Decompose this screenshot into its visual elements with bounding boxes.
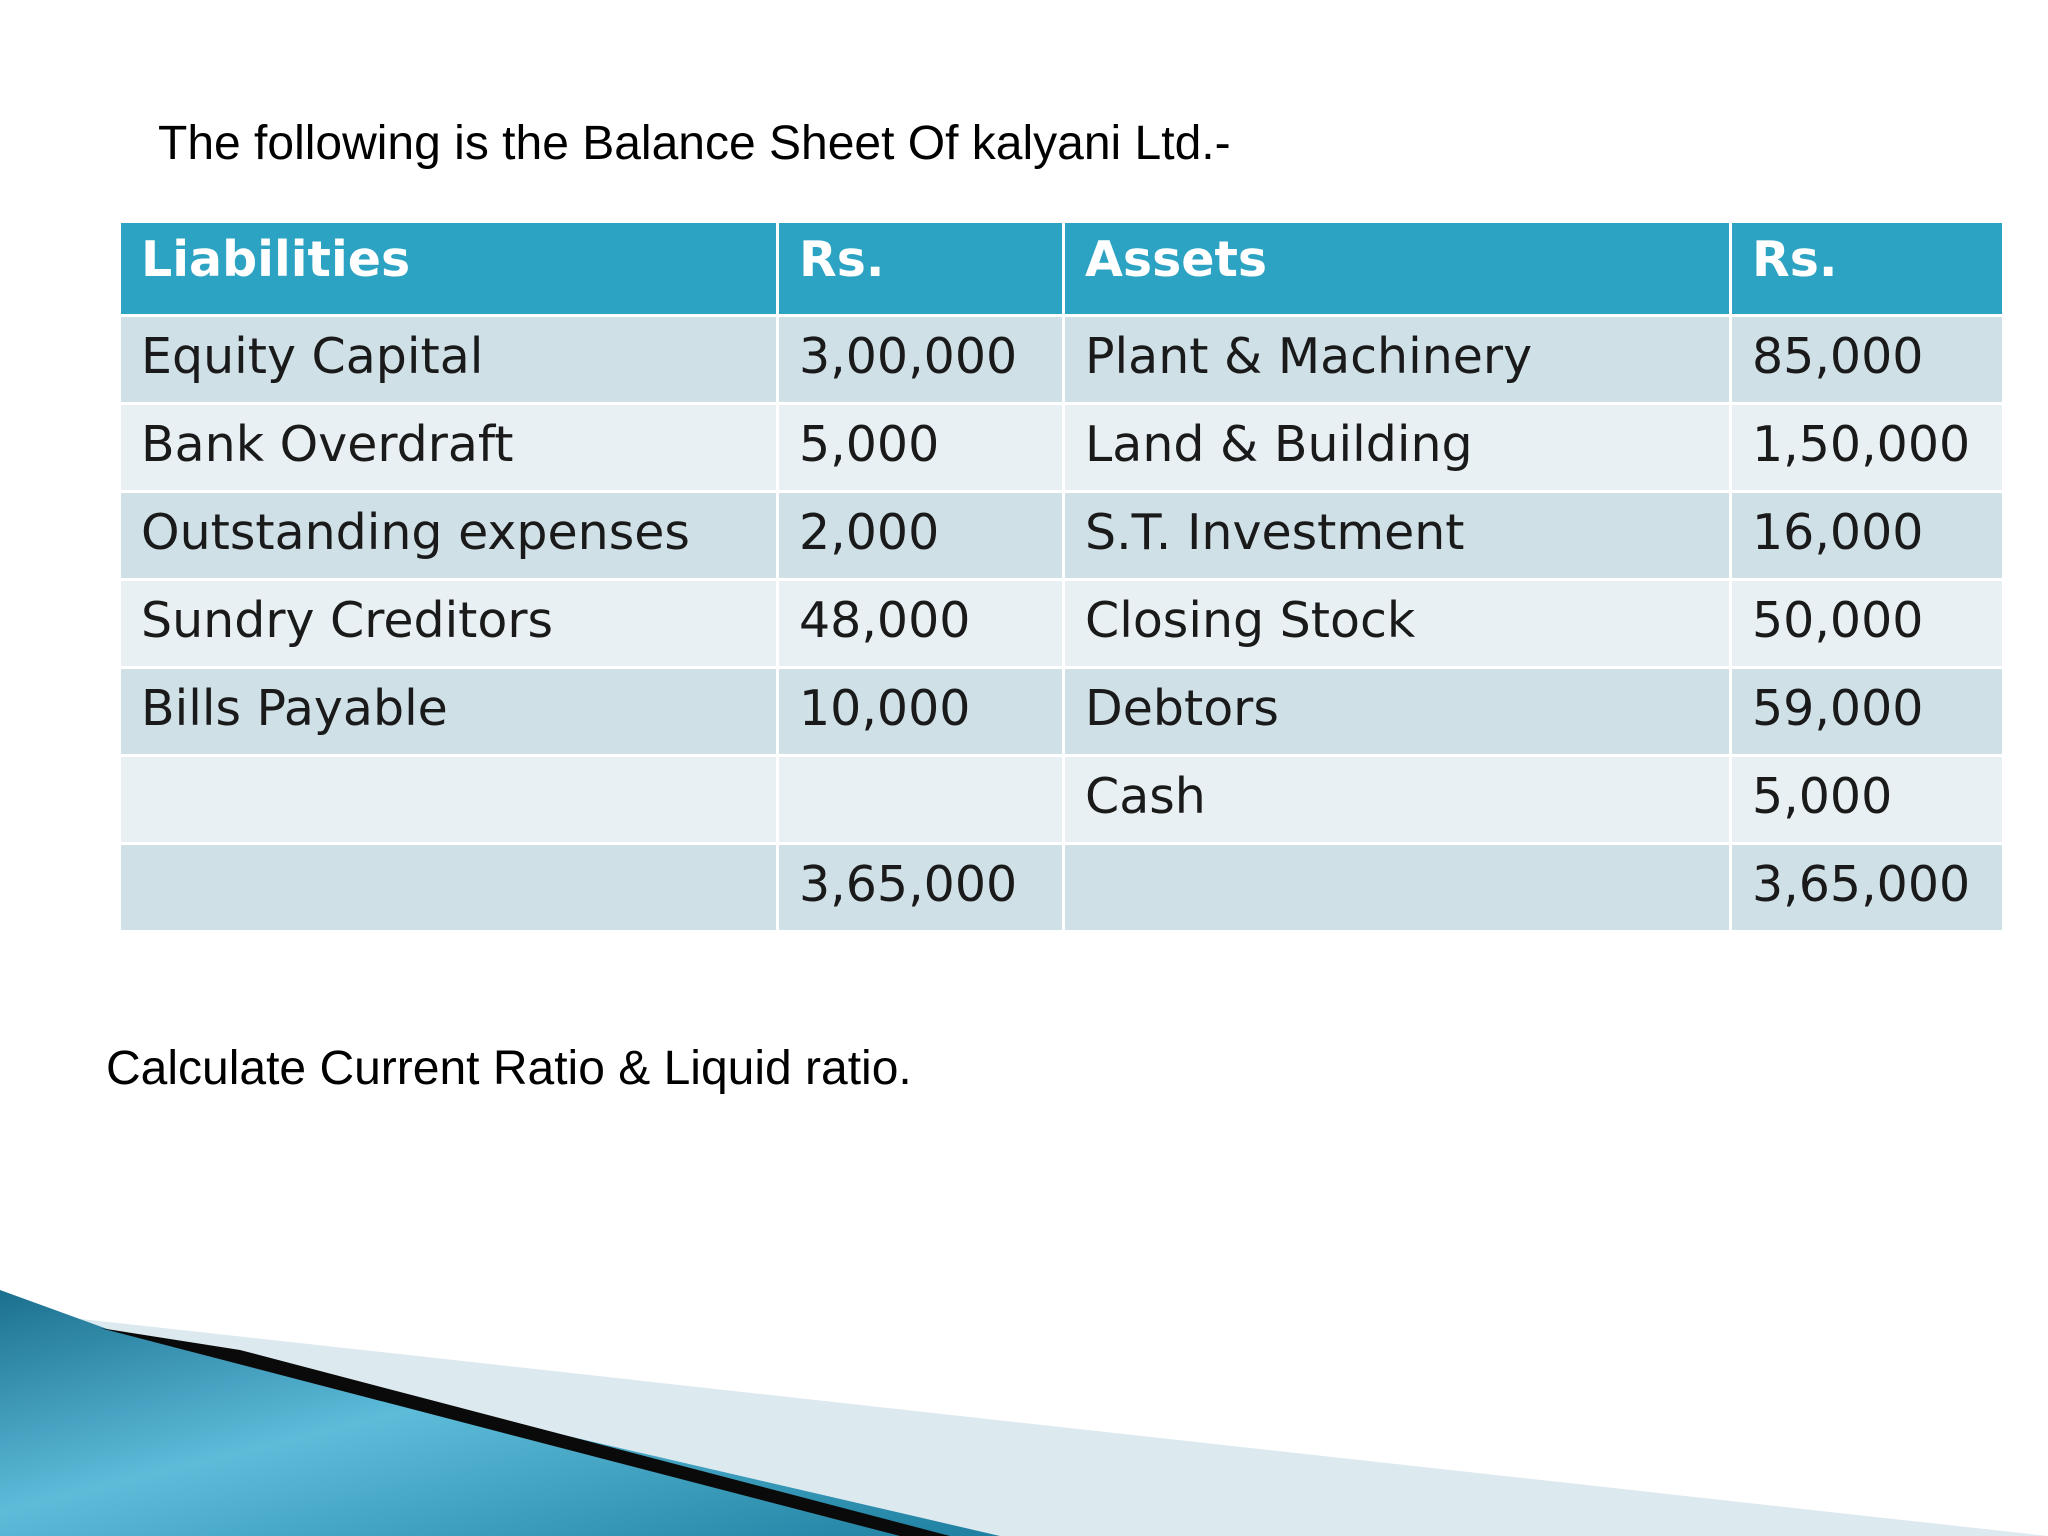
liability-amount <box>776 754 1065 845</box>
intro-text: The following is the Balance Sheet Of ka… <box>158 117 1231 170</box>
slide-corner-decoration <box>0 1290 2048 1536</box>
asset-amount: 16,000 <box>1729 490 2005 581</box>
asset-name: Plant & Machinery <box>1062 314 1732 405</box>
table-row: Cash 5,000 <box>118 754 2005 845</box>
asset-name: Closing Stock <box>1062 578 1732 669</box>
asset-name <box>1062 842 1732 933</box>
asset-name: S.T. Investment <box>1062 490 1732 581</box>
liability-name: Bills Payable <box>118 666 779 757</box>
liability-amount: 10,000 <box>776 666 1065 757</box>
table-row: Sundry Creditors 48,000 Closing Stock 50… <box>118 578 2005 669</box>
asset-name: Debtors <box>1062 666 1732 757</box>
question-text: Calculate Current Ratio & Liquid ratio. <box>106 1042 912 1095</box>
table-row: Outstanding expenses 2,000 S.T. Investme… <box>118 490 2005 581</box>
liabilities-total: 3,65,000 <box>776 842 1065 933</box>
liability-name: Equity Capital <box>118 314 779 405</box>
table-header-row: Liabilities Rs. Assets Rs. <box>118 220 2005 317</box>
liability-name <box>118 754 779 845</box>
asset-amount: 85,000 <box>1729 314 2005 405</box>
asset-name: Land & Building <box>1062 402 1732 493</box>
asset-amount: 50,000 <box>1729 578 2005 669</box>
decor-dark-stripe <box>100 1328 950 1536</box>
balance-sheet-table: Liabilities Rs. Assets Rs. Equity Capita… <box>118 220 2005 933</box>
header-liabilities-amount: Rs. <box>776 220 1065 317</box>
liability-name: Outstanding expenses <box>118 490 779 581</box>
asset-amount: 1,50,000 <box>1729 402 2005 493</box>
asset-amount: 59,000 <box>1729 666 2005 757</box>
liability-name <box>118 842 779 933</box>
totals-row: 3,65,000 3,65,000 <box>118 842 2005 933</box>
header-liabilities: Liabilities <box>118 220 779 317</box>
liability-amount: 48,000 <box>776 578 1065 669</box>
liability-name: Bank Overdraft <box>118 402 779 493</box>
liability-name: Sundry Creditors <box>118 578 779 669</box>
asset-amount: 5,000 <box>1729 754 2005 845</box>
liability-amount: 5,000 <box>776 402 1065 493</box>
assets-total: 3,65,000 <box>1729 842 2005 933</box>
table-row: Bank Overdraft 5,000 Land & Building 1,5… <box>118 402 2005 493</box>
decor-blue-sweep <box>0 1290 1000 1536</box>
header-assets-amount: Rs. <box>1729 220 2005 317</box>
table-row: Bills Payable 10,000 Debtors 59,000 <box>118 666 2005 757</box>
liability-amount: 3,00,000 <box>776 314 1065 405</box>
table-row: Equity Capital 3,00,000 Plant & Machiner… <box>118 314 2005 405</box>
header-assets: Assets <box>1062 220 1732 317</box>
asset-name: Cash <box>1062 754 1732 845</box>
liability-amount: 2,000 <box>776 490 1065 581</box>
